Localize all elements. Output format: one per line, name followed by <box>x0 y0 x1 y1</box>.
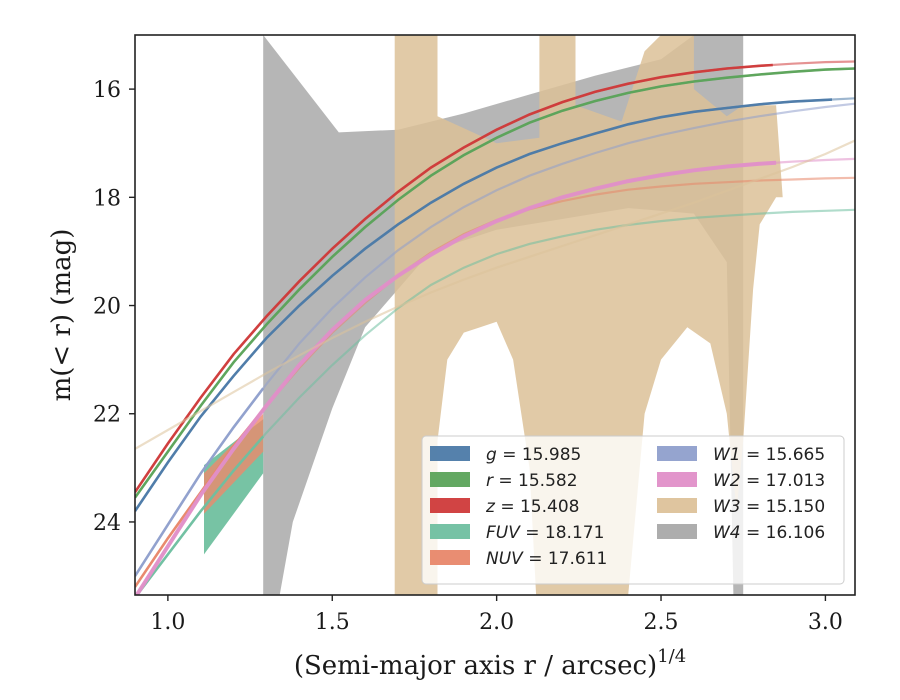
x-axis-label-superscript: 1/4 <box>657 646 686 667</box>
legend-swatch <box>657 524 697 539</box>
legend-label: z = 15.408 <box>485 497 579 517</box>
x-tick-label: 1.0 <box>150 610 185 635</box>
y-tick-label: 24 <box>93 511 121 536</box>
line-data-w2 <box>135 160 777 595</box>
line-data-r <box>135 67 855 499</box>
legend-swatch <box>657 498 697 513</box>
legend-swatch <box>430 446 470 461</box>
band-w3 <box>394 35 783 595</box>
plot-frame <box>134 34 856 596</box>
legend-swatch <box>657 472 697 487</box>
legend-label: FUV = 18.171 <box>486 523 604 543</box>
legend-label: W1 = 15.665 <box>713 445 825 465</box>
legend-swatch <box>430 498 470 513</box>
legend-swatch <box>430 524 470 539</box>
legend-swatch <box>657 446 697 461</box>
line-data-w1 <box>135 387 265 577</box>
y-tick-label: 22 <box>93 403 121 428</box>
line-data-g <box>135 98 833 512</box>
legend-label: NUV = 17.611 <box>486 549 607 569</box>
x-tick-label: 1.5 <box>315 610 350 635</box>
axis-ticks: 1.0 1.5 2.0 2.5 3.0 16 18 20 22 24 <box>93 78 843 635</box>
y-tick-label: 16 <box>93 78 121 103</box>
y-tick-label: 20 <box>93 295 121 320</box>
y-tick-label: 18 <box>93 186 121 211</box>
series-lines <box>135 60 855 595</box>
x-tick-label: 3.0 <box>808 610 843 635</box>
line-data-fuv <box>135 435 265 595</box>
line-data-z <box>135 63 773 493</box>
legend-label: r = 15.582 <box>486 471 578 491</box>
line-model-w3 <box>135 139 855 450</box>
legend-label: W4 = 16.106 <box>713 523 825 543</box>
legend-box <box>421 435 845 585</box>
legend-label: W2 = 17.013 <box>713 471 825 491</box>
legend: g = 15.985 r = 15.582 z = 15.408 FUV = 18.1… <box>421 435 845 585</box>
x-tick-label: 2.0 <box>479 610 514 635</box>
legend-label: g = 15.985 <box>486 445 581 465</box>
y-axis-label: m(< r) (mag) <box>47 229 77 402</box>
x-axis-label: (Semi-major axis r / arcsec)1/4 <box>294 646 686 681</box>
x-tick-label: 2.5 <box>644 610 679 635</box>
legend-swatch <box>430 472 470 487</box>
legend-swatch <box>430 550 470 565</box>
legend-label: W3 = 15.150 <box>713 497 825 517</box>
